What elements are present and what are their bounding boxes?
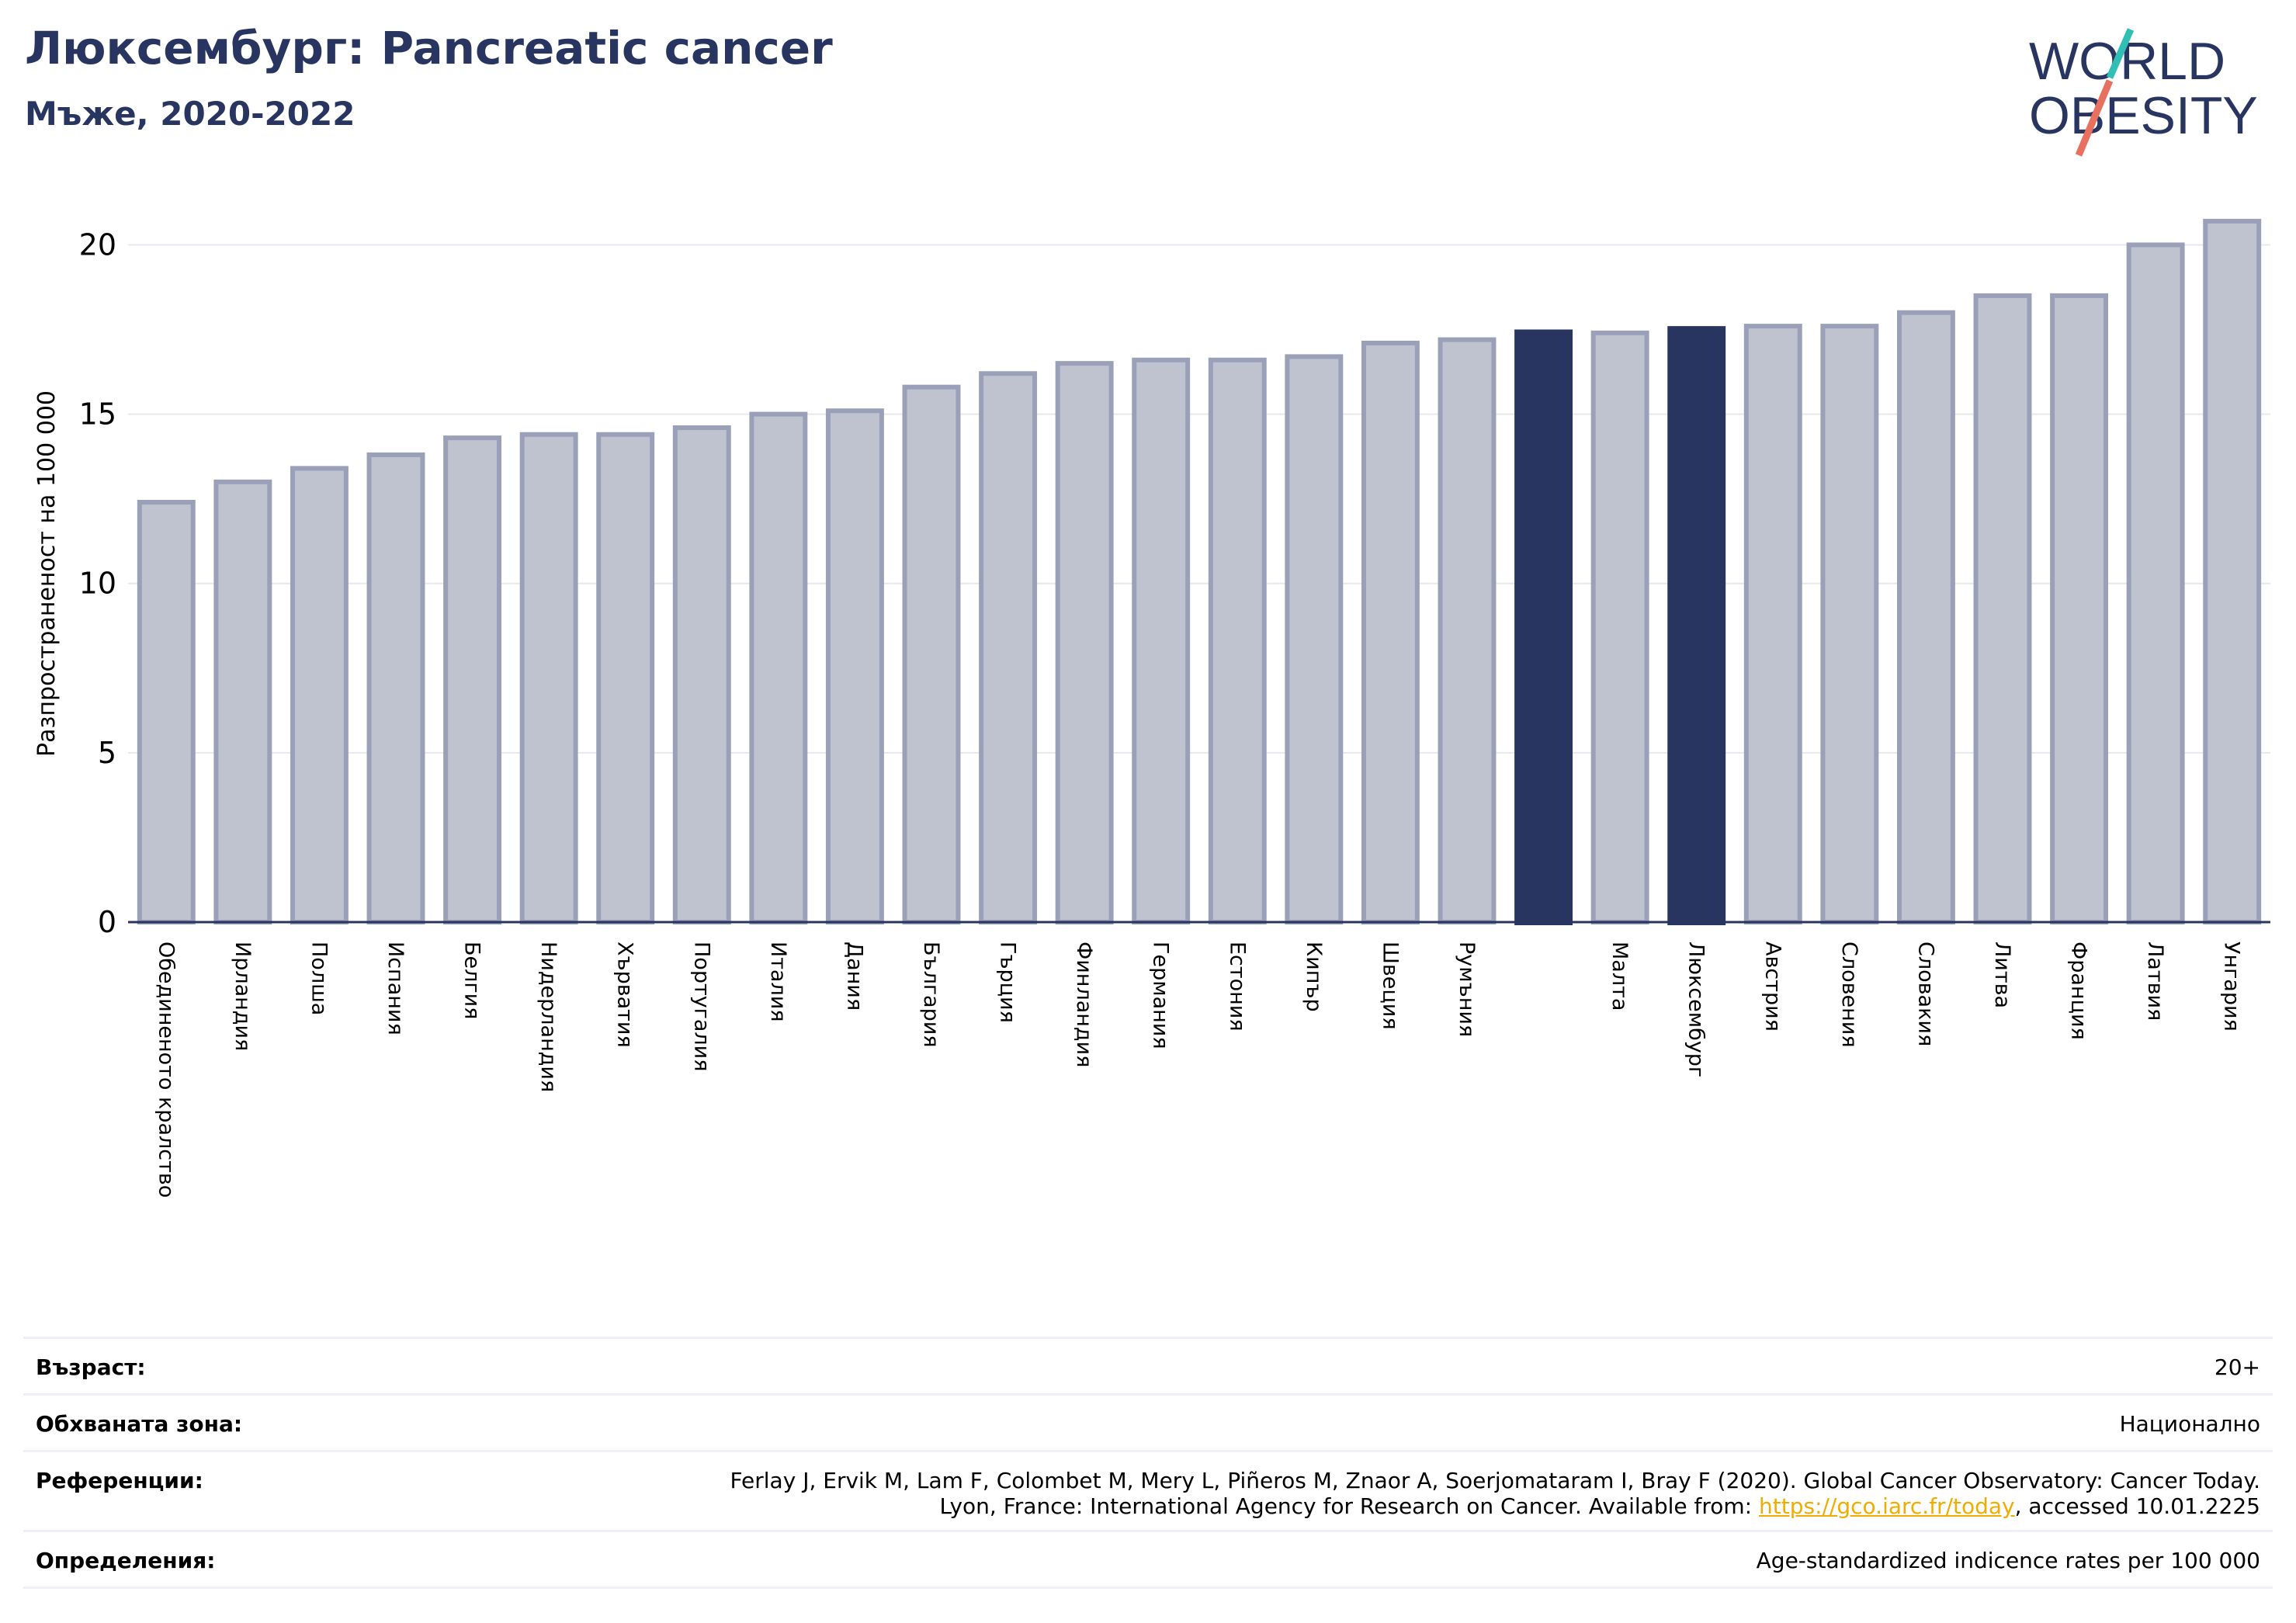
x-tick-label: Полша <box>307 942 331 1015</box>
bar <box>1973 293 2032 924</box>
bar <box>1132 357 1191 924</box>
y-tick-label: 10 <box>79 567 116 601</box>
bar <box>2050 293 2109 924</box>
definitions-label: Определения: <box>36 1548 216 1573</box>
bar <box>825 408 884 924</box>
bar <box>1285 354 1344 924</box>
bar <box>290 466 349 924</box>
bars <box>137 218 2262 926</box>
logo-word-obesity: OBESITY <box>2029 86 2258 145</box>
bar <box>366 452 425 924</box>
bar <box>2203 218 2262 924</box>
info-row-references: Референции: Ferlay J, Ervik M, Lam F, Co… <box>23 1450 2273 1530</box>
references-line-2: Lyon, France: International Agency for R… <box>939 1493 2260 1519</box>
y-axis-label: Разпространеност на 100 000 <box>33 390 61 757</box>
bar <box>1896 310 1955 924</box>
bar <box>443 435 502 924</box>
x-tick-label: Румъния <box>1455 942 1479 1037</box>
x-tick-label: Кипър <box>1302 942 1326 1012</box>
references-label: Референции: <box>36 1468 203 1493</box>
bar <box>2126 242 2185 925</box>
bar <box>213 479 272 924</box>
x-tick-label: Гърция <box>996 942 1020 1023</box>
bar <box>137 500 196 924</box>
logo-slash-coral <box>2075 79 2114 157</box>
x-tick-label: Испания <box>383 942 408 1035</box>
x-tick-label: Малта <box>1608 942 1632 1011</box>
info-row-age: Възраст: 20+ <box>23 1337 2273 1393</box>
bar <box>1820 324 1879 924</box>
references-accessed: , accessed 10.01.2225 <box>2014 1493 2260 1519</box>
x-tick-label: Швеция <box>1378 942 1402 1030</box>
x-tick-label: Литва <box>1990 942 2014 1008</box>
x-tick-label: Дания <box>842 942 866 1011</box>
area-value: Национално <box>2119 1411 2260 1437</box>
tick-labels: 0 5 10 15 20 Обединеното кралство Ирландия Полш… <box>33 227 2244 1198</box>
x-tick-label: Ирландия <box>231 942 255 1051</box>
age-value: 20+ <box>2214 1354 2260 1380</box>
info-table: Възраст: 20+ Обхваната зона: Национално … <box>23 1337 2273 1589</box>
bar <box>519 432 578 924</box>
info-row-definitions: Определения: Age-standardized indicence … <box>23 1530 2273 1589</box>
bar <box>596 432 655 924</box>
x-tick-label: Обединеното кралство <box>154 942 178 1198</box>
x-tick-label: Естония <box>1225 942 1249 1032</box>
bar <box>902 384 961 924</box>
logo-slash-teal <box>2106 28 2135 79</box>
references-link[interactable]: https://gco.iarc.fr/today <box>1759 1493 2015 1519</box>
x-tick-label: България <box>919 942 943 1048</box>
bar-highlighted <box>1667 326 1726 926</box>
y-tick-label: 5 <box>98 736 116 770</box>
chart-title: Люксембург: Pancreatic cancer <box>25 22 833 75</box>
y-tick-label: 0 <box>98 905 116 939</box>
x-tick-label: Франция <box>2067 942 2091 1040</box>
bar <box>1361 340 1420 925</box>
x-tick-label: Унгария <box>2220 942 2244 1032</box>
info-row-area: Обхваната зона: Национално <box>23 1393 2273 1450</box>
x-tick-label: Белгия <box>460 942 484 1019</box>
bar-chart: 0 5 10 15 20 Обединеното кралство Ирландия Полш… <box>33 218 2270 1198</box>
x-tick-label: Люксембург <box>1684 942 1708 1077</box>
bar <box>749 411 808 924</box>
bar <box>1055 361 1114 924</box>
bar <box>1438 337 1497 925</box>
bar <box>672 425 731 924</box>
x-tick-label: Нидерландия <box>536 942 560 1092</box>
x-tick-label: Италия <box>766 942 790 1022</box>
x-tick-label: Хърватия <box>613 942 637 1048</box>
world-obesity-logo: WORLD OBESITY <box>2029 28 2258 157</box>
x-tick-label: Финландия <box>1072 942 1096 1067</box>
x-tick-label: Словакия <box>1913 942 1937 1046</box>
x-tick-label: Португалия <box>689 942 713 1071</box>
chart-subtitle: Мъже, 2020-2022 <box>25 95 355 133</box>
definitions-value: Age-standardized indicence rates per 100… <box>1756 1548 2260 1573</box>
bar <box>1743 324 1802 924</box>
x-tick-label: Словения <box>1837 942 1861 1048</box>
bar-highlighted <box>1514 329 1573 926</box>
area-label: Обхваната зона: <box>36 1411 243 1437</box>
y-tick-label: 15 <box>79 397 116 432</box>
x-tick-label: Латвия <box>2143 942 2167 1021</box>
bar <box>1590 330 1649 925</box>
x-tick-label: Австрия <box>1760 942 1784 1032</box>
y-tick-label: 20 <box>79 227 116 262</box>
references-line-1: Ferlay J, Ervik M, Lam F, Colombet M, Me… <box>730 1468 2260 1493</box>
x-tick-label: Германия <box>1149 942 1173 1049</box>
references-text: Lyon, France: International Agency for R… <box>939 1493 1759 1519</box>
age-label: Възраст: <box>36 1354 146 1380</box>
bar <box>979 371 1038 924</box>
bar <box>1208 357 1267 924</box>
